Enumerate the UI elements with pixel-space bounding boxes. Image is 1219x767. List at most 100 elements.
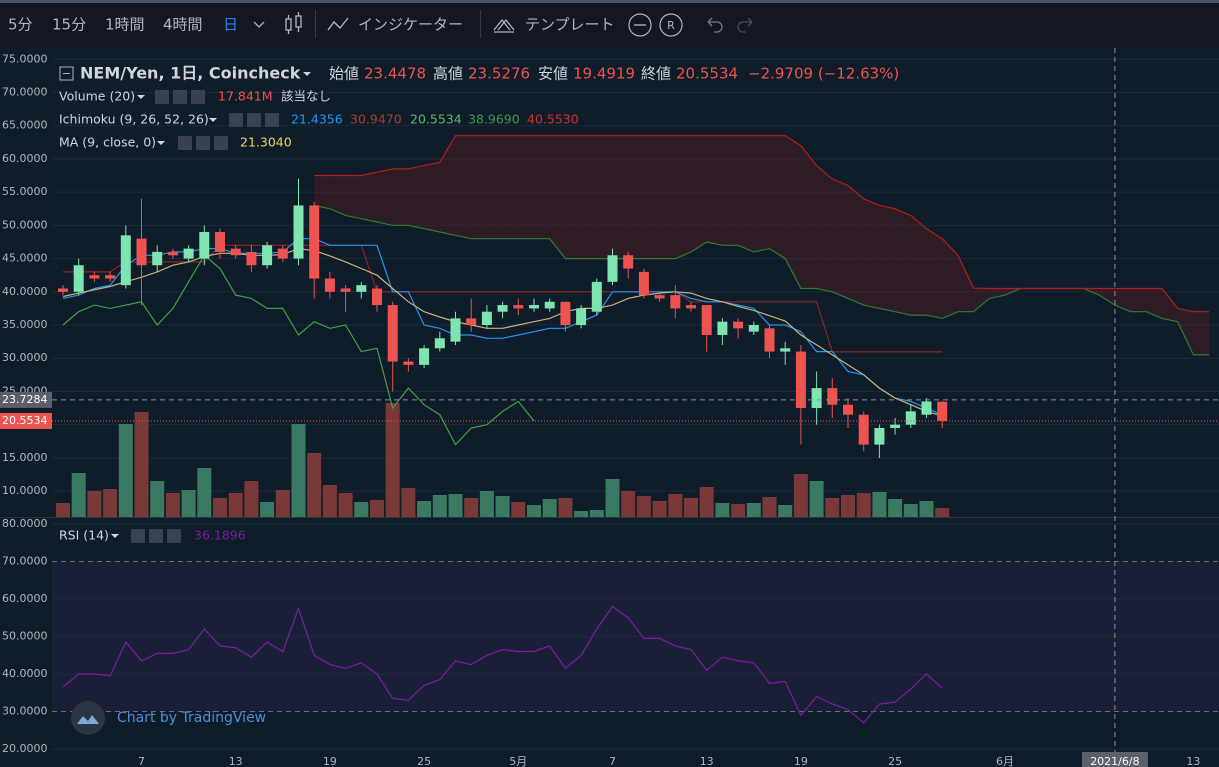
legend-button[interactable] <box>178 136 192 150</box>
candle-body <box>120 235 131 286</box>
legend-button[interactable] <box>265 113 279 127</box>
volume-bar <box>165 493 180 517</box>
ichimoku-cloud <box>1177 308 1194 355</box>
ichimoku-cloud <box>973 288 990 312</box>
candle-body <box>827 388 838 405</box>
volume-bar <box>150 481 165 517</box>
rsi-line <box>62 605 943 724</box>
candle-body <box>764 328 775 352</box>
candle-body <box>905 411 916 425</box>
volume-bar <box>809 481 824 517</box>
candle-body <box>419 348 430 365</box>
volume-bar <box>841 495 855 517</box>
volume-bar <box>793 474 808 517</box>
indicator-icon[interactable] <box>327 17 349 31</box>
interval[interactable]: 5分 <box>8 16 33 34</box>
undo-icon[interactable] <box>707 17 723 33</box>
volume-bar <box>87 491 102 517</box>
volume-bar <box>401 488 416 517</box>
volume-bar <box>464 498 479 517</box>
senkou-b-line <box>314 135 1210 313</box>
dropdown-icon[interactable] <box>157 141 165 145</box>
ichimoku-cloud <box>596 135 613 259</box>
candle-body <box>324 278 335 292</box>
ichimoku-cloud <box>1193 311 1210 355</box>
legend-button[interactable] <box>247 113 261 127</box>
y-tick-label: 60.0000 <box>2 592 48 605</box>
reset-button[interactable] <box>659 13 683 37</box>
x-tick-label: 13 <box>700 755 714 767</box>
collapse-icon[interactable] <box>59 66 74 81</box>
candle-body <box>795 351 806 409</box>
x-tick-label: 25 <box>417 755 431 767</box>
legend-button[interactable] <box>229 113 243 127</box>
ichimoku-cloud <box>1162 288 1178 322</box>
dropdown-icon[interactable] <box>253 21 265 28</box>
x-tick-label: 7 <box>138 755 145 767</box>
volume-bar <box>684 498 698 517</box>
legend-button[interactable] <box>173 90 187 104</box>
legend-button[interactable] <box>131 529 145 543</box>
candle-body <box>199 232 210 259</box>
volume-bar <box>275 490 290 517</box>
redo-icon[interactable] <box>737 17 753 33</box>
remove-button[interactable] <box>628 13 652 37</box>
candle-body <box>701 305 712 335</box>
candle-body <box>638 271 649 296</box>
legend-button[interactable] <box>167 529 181 543</box>
candle-body <box>167 251 178 256</box>
y-tick-label: 55.0000 <box>2 185 48 198</box>
legend-button[interactable] <box>214 136 228 150</box>
templates-button[interactable]: テンプレート <box>525 16 615 34</box>
legend-button[interactable] <box>149 529 163 543</box>
y-tick-label: 75.0000 <box>2 52 48 65</box>
volume-bar <box>558 498 573 517</box>
ichimoku-cloud <box>895 208 911 316</box>
candle-body <box>591 281 602 312</box>
template-icon[interactable] <box>493 18 515 33</box>
candle-body <box>529 305 539 309</box>
candle-body <box>481 311 492 326</box>
candle-body <box>136 238 147 266</box>
legend-button[interactable] <box>191 90 205 104</box>
interval-active[interactable]: 日 <box>223 16 238 34</box>
chart-type-icon[interactable] <box>285 12 302 34</box>
candle-body <box>686 305 696 309</box>
interval[interactable]: 1時間 <box>105 16 145 34</box>
volume-bar <box>197 468 212 517</box>
dropdown-icon[interactable] <box>303 72 311 76</box>
dropdown-icon[interactable] <box>137 95 145 99</box>
volume-bar <box>307 453 322 517</box>
ichimoku-cloud <box>769 135 786 259</box>
interval[interactable]: 15分 <box>52 16 86 34</box>
dropdown-icon[interactable] <box>209 118 217 122</box>
separator <box>480 10 481 38</box>
y-tick-label: 15.0000 <box>2 451 48 464</box>
legend-button[interactable] <box>196 136 210 150</box>
volume-bar <box>338 493 353 517</box>
indicator-title: RSI (14) <box>59 528 109 543</box>
kijun-line <box>63 244 943 353</box>
candle-body <box>733 321 744 329</box>
toolbar-bg <box>0 0 1219 48</box>
dropdown-icon[interactable] <box>111 534 119 538</box>
indicators-button[interactable]: インジケーター <box>358 16 463 34</box>
legend-button[interactable] <box>155 90 169 104</box>
indicator-value: 20.5534 <box>410 112 462 127</box>
crosshair-date-tag <box>1081 752 1148 767</box>
ichimoku-cloud <box>581 135 597 259</box>
ohlc-name: 高値 <box>433 65 463 83</box>
interval[interactable]: 4時間 <box>163 16 203 34</box>
candle-body <box>466 318 477 326</box>
volume-bar <box>542 499 557 517</box>
y-tick-label: 65.0000 <box>2 119 48 132</box>
candle-body <box>387 305 398 362</box>
ichimoku-cloud <box>314 175 330 209</box>
watermark-logo <box>71 701 105 735</box>
candle-body <box>215 232 225 252</box>
ohlc-name: 終値 <box>641 65 671 83</box>
candle-body <box>434 338 445 349</box>
volume-bar <box>417 501 432 517</box>
